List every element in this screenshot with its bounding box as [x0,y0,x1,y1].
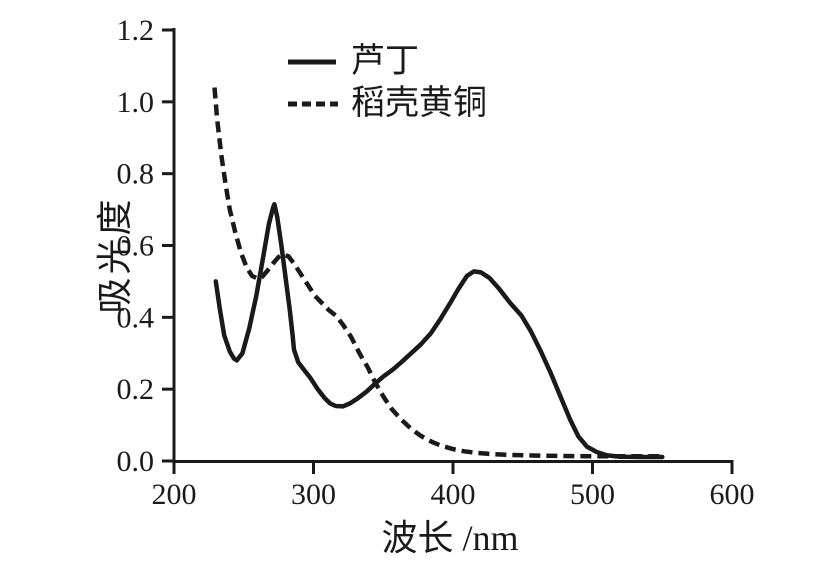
x-axis-title: 波长 /nm [381,518,519,558]
y-tick-label: 0.8 [117,158,155,191]
legend-label-rutin: 芦丁 [351,43,419,80]
x-tick-label: 500 [570,478,615,511]
y-tick-label: 0.4 [117,301,155,334]
legend-label-husk-flavonoid: 稻壳黄铜 [351,85,487,122]
dashed-line-sample-icon [288,101,338,107]
y-tick-label: 0.0 [117,445,155,478]
x-tick-label: 300 [291,478,336,511]
y-axis-title: 吸光度 [95,196,135,314]
y-tick-label: 1.2 [117,14,155,47]
x-tick-label: 400 [431,478,476,511]
solid-line-sample-icon [288,59,336,65]
y-tick-label: 1.0 [117,86,155,119]
curve-dashed [212,87,663,459]
y-tick-label: 0.2 [117,373,155,406]
legend-item-rutin: 芦丁 [286,44,487,80]
legend: 芦丁 稻壳黄铜 [286,44,487,122]
curve-solid [213,201,665,460]
y-tick-label: 0.6 [117,230,155,263]
x-tick-label: 200 [152,478,197,511]
x-tick-label: 600 [710,478,755,511]
legend-item-husk-flavonoid: 稻壳黄铜 [286,86,487,122]
